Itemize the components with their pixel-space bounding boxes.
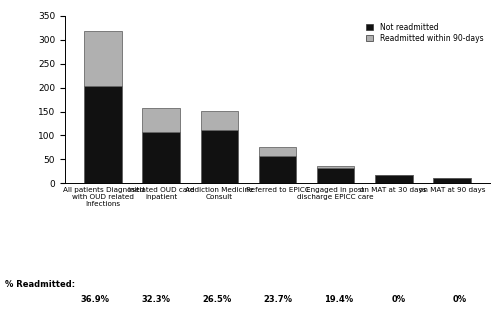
- Text: 19.4%: 19.4%: [324, 295, 353, 304]
- Bar: [375, 175, 412, 183]
- Bar: [316, 166, 354, 168]
- Bar: [142, 108, 180, 132]
- Bar: [258, 155, 296, 183]
- Text: 0%: 0%: [392, 295, 406, 304]
- Bar: [316, 168, 354, 183]
- Text: 36.9%: 36.9%: [81, 295, 110, 304]
- Bar: [84, 31, 122, 86]
- Bar: [200, 130, 238, 183]
- Text: 32.3%: 32.3%: [142, 295, 171, 304]
- Bar: [84, 86, 122, 183]
- Bar: [142, 132, 180, 183]
- Text: 26.5%: 26.5%: [202, 295, 232, 304]
- Bar: [433, 179, 470, 183]
- Bar: [200, 111, 238, 130]
- Text: 23.7%: 23.7%: [263, 295, 292, 304]
- Text: 0%: 0%: [452, 295, 466, 304]
- Bar: [258, 147, 296, 155]
- Legend: Not readmitted, Readmitted within 90-days: Not readmitted, Readmitted within 90-day…: [362, 20, 486, 46]
- Text: % Readmitted:: % Readmitted:: [5, 280, 75, 289]
